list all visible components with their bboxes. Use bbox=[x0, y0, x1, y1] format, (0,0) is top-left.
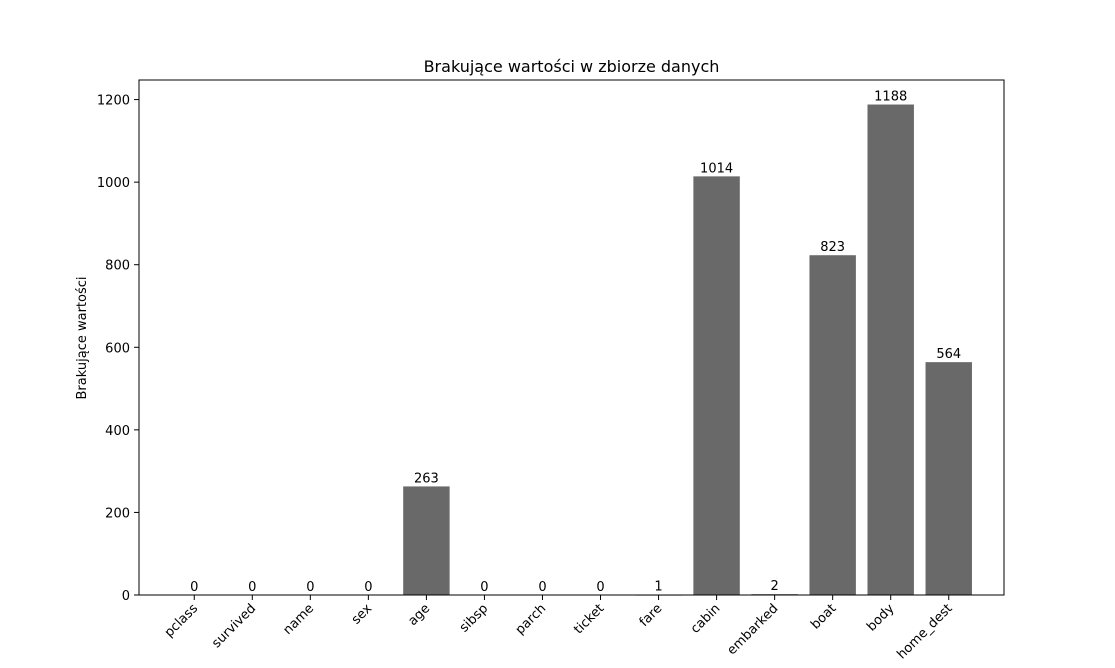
y-tick-label-1200: 1200 bbox=[97, 94, 130, 109]
data-label-survived: 0 bbox=[248, 580, 256, 595]
x-tick-label-cabin: cabin bbox=[688, 601, 724, 637]
data-label-sibsp: 0 bbox=[480, 580, 488, 595]
data-label-age: 263 bbox=[414, 471, 439, 486]
bar-body bbox=[867, 104, 914, 596]
bars-group bbox=[403, 104, 972, 596]
x-tick-label-parch: parch bbox=[513, 601, 550, 638]
y-tick-label-200: 200 bbox=[105, 506, 130, 521]
data-label-boat: 823 bbox=[820, 240, 845, 255]
x-tick-label-fare: fare bbox=[637, 601, 666, 630]
x-tick-label-home_dest: home_dest bbox=[894, 601, 955, 662]
plot-frame bbox=[138, 79, 1005, 596]
y-tick-label-1000: 1000 bbox=[97, 176, 130, 191]
data-label-fare: 1 bbox=[654, 580, 662, 595]
data-label-cabin: 1014 bbox=[700, 161, 733, 176]
y-tick-label-800: 800 bbox=[105, 259, 130, 274]
bar-boat bbox=[809, 255, 856, 595]
y-tick-label-400: 400 bbox=[105, 424, 130, 439]
data-labels-group: 0 0 0 0 263 0 0 0 1 1014 2 823 1188 564 bbox=[190, 90, 961, 595]
data-label-embarked: 2 bbox=[770, 579, 778, 594]
x-tick-label-embarked: embarked bbox=[725, 601, 782, 658]
data-label-pclass: 0 bbox=[190, 580, 198, 595]
bar-home_dest bbox=[925, 362, 972, 595]
y-axis-label: Brakujące wartości bbox=[75, 277, 90, 400]
data-label-name: 0 bbox=[306, 580, 314, 595]
data-label-parch: 0 bbox=[538, 580, 546, 595]
x-tick-label-sex: sex bbox=[349, 601, 376, 628]
x-tick-label-name: name bbox=[280, 601, 317, 638]
bar-age bbox=[403, 486, 450, 595]
y-axis: 0 200 400 600 800 1000 1200 bbox=[97, 94, 139, 604]
x-tick-label-ticket: ticket bbox=[571, 601, 607, 637]
y-tick-label-0: 0 bbox=[122, 589, 130, 604]
data-label-sex: 0 bbox=[364, 580, 372, 595]
data-label-home_dest: 564 bbox=[936, 347, 961, 362]
data-label-ticket: 0 bbox=[596, 580, 604, 595]
x-tick-label-boat: boat bbox=[808, 601, 839, 632]
x-axis: pclass survived name sex age sibsp parch ticket… bbox=[162, 595, 956, 662]
y-tick-label-600: 600 bbox=[105, 341, 130, 356]
bar-cabin bbox=[693, 176, 740, 595]
x-tick-label-age: age bbox=[406, 601, 434, 629]
x-tick-label-sibsp: sibsp bbox=[457, 601, 491, 635]
x-tick-label-survived: survived bbox=[209, 601, 259, 651]
chart-title: Brakujące wartości w zbiorze danych bbox=[424, 57, 720, 76]
x-tick-label-body: body bbox=[864, 601, 898, 635]
x-tick-label-pclass: pclass bbox=[162, 601, 201, 640]
data-label-body: 1188 bbox=[874, 90, 907, 105]
